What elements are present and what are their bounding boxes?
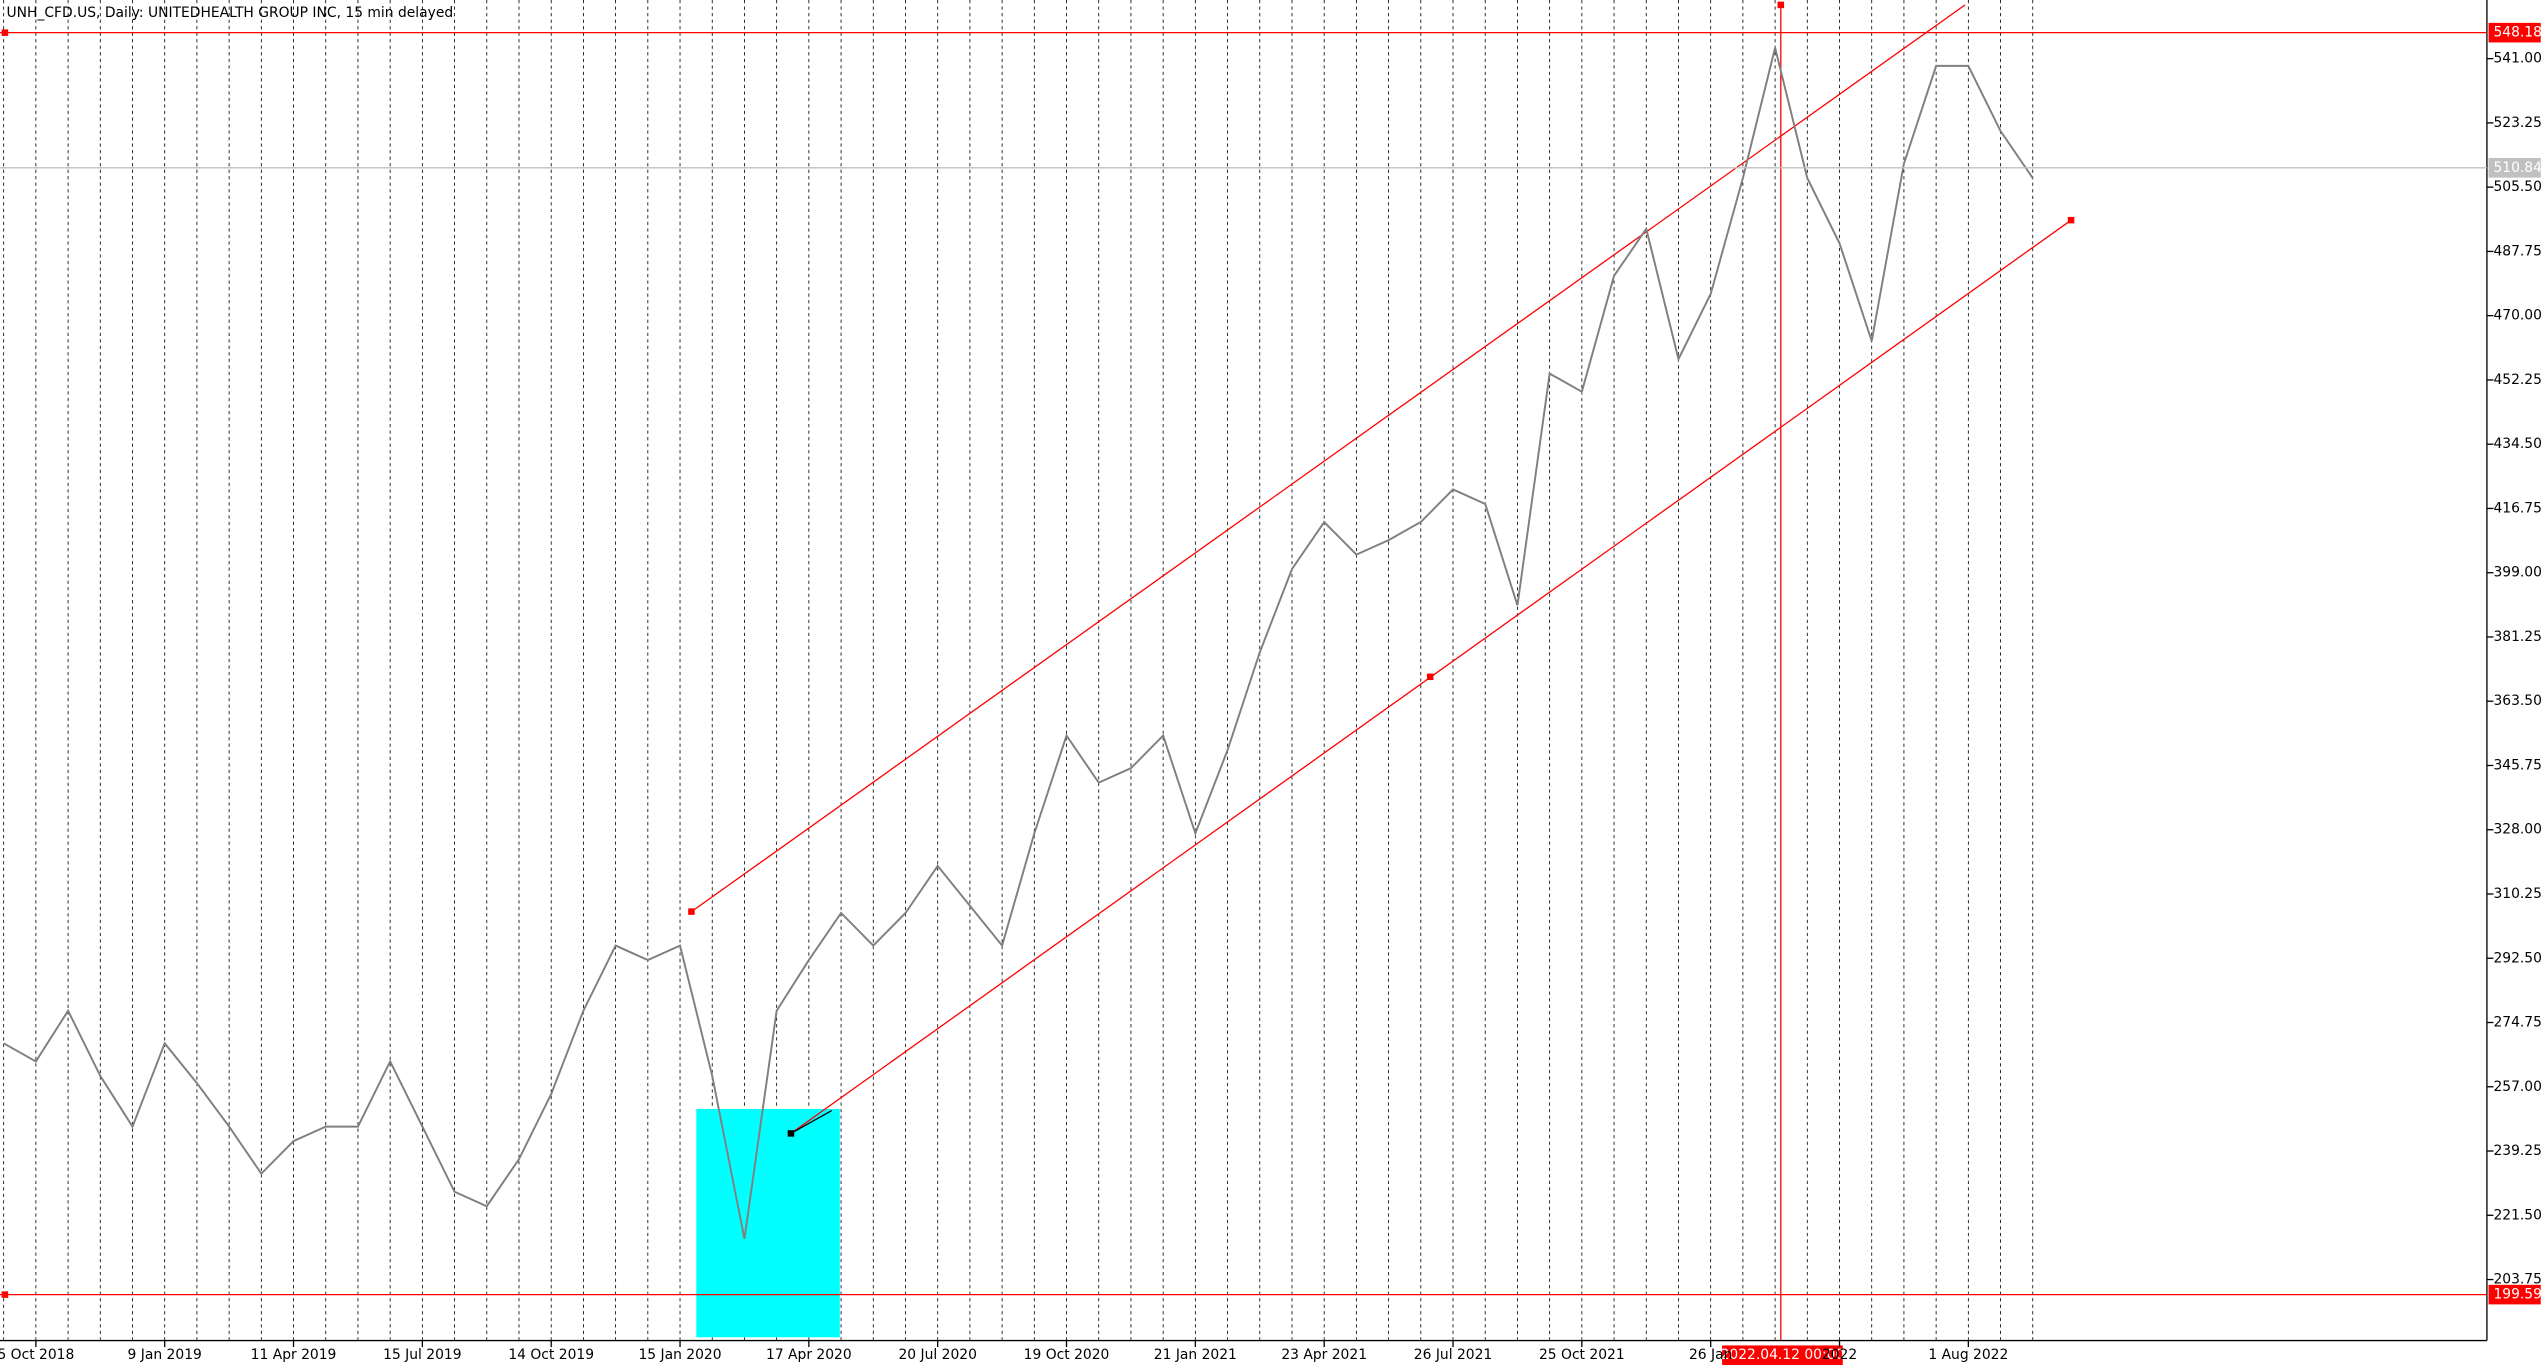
y-tick-label: 363.50 bbox=[2493, 693, 2541, 709]
y-tick-label: 274.75 bbox=[2493, 1015, 2541, 1031]
x-tick-label: 15 Jan 2020 bbox=[638, 1347, 721, 1363]
level-label-bg bbox=[2488, 22, 2541, 43]
last-price-label: 510.84 bbox=[2493, 160, 2542, 176]
x-tick-label: 26 Jan bbox=[1689, 1347, 1732, 1363]
y-tick-label: 292.50 bbox=[2493, 950, 2541, 966]
anchor bbox=[688, 908, 695, 915]
x-tick-label: 2022 bbox=[1822, 1347, 1857, 1363]
level-label: 548.18 bbox=[2493, 25, 2541, 41]
vline-label-bg bbox=[1722, 1345, 1843, 1365]
x-tick-label: 14 Oct 2019 bbox=[508, 1347, 594, 1363]
x-tick-label: 19 Oct 2020 bbox=[1024, 1347, 1110, 1363]
series-group bbox=[3, 47, 2034, 1240]
y-tick-label: 523.25 bbox=[2493, 115, 2541, 131]
level-label-bg bbox=[2488, 1284, 2541, 1305]
y-tick-label: 345.75 bbox=[2493, 757, 2541, 773]
y-tick-label: 328.00 bbox=[2493, 822, 2541, 838]
x-tick-label: 5 Oct 2018 bbox=[0, 1347, 74, 1363]
y-tick-label: 399.00 bbox=[2493, 565, 2541, 581]
vline-label: 2022.04.12 00:00 bbox=[1721, 1347, 1845, 1363]
level-anchor bbox=[1, 1291, 9, 1298]
x-tick-label: 21 Jan 2021 bbox=[1154, 1347, 1237, 1363]
y-tick-label: 203.75 bbox=[2493, 1272, 2541, 1288]
y-tick-label: 381.25 bbox=[2493, 629, 2541, 645]
grid bbox=[3, 0, 2034, 1341]
channel-upper bbox=[691, 4, 1966, 913]
x-tick-label: 23 Apr 2021 bbox=[1281, 1347, 1367, 1363]
x-tick-label: 11 Apr 2019 bbox=[251, 1347, 337, 1363]
y-tick-label: 505.50 bbox=[2493, 179, 2541, 195]
level-anchor bbox=[1, 29, 9, 36]
chart-title: UNH_CFD.US, Daily: UNITEDHEALTH GROUP IN… bbox=[7, 5, 454, 21]
highlight-rect bbox=[696, 1108, 840, 1338]
x-tick-label: 20 Jul 2020 bbox=[898, 1347, 976, 1363]
anchor bbox=[2067, 216, 2075, 224]
anchor bbox=[1426, 673, 1434, 681]
y-tick-label: 470.00 bbox=[2493, 308, 2541, 324]
y-tick-label: 310.25 bbox=[2493, 886, 2541, 902]
x-tick-label: 26 Jul 2021 bbox=[1414, 1347, 1492, 1363]
y-tick-label: 434.50 bbox=[2493, 436, 2541, 452]
anchor bbox=[787, 1130, 795, 1137]
x-tick-label: 17 Apr 2020 bbox=[766, 1347, 852, 1363]
level-label: 199.59 bbox=[2493, 1287, 2541, 1303]
x-tick-label: 15 Jul 2019 bbox=[383, 1347, 461, 1363]
y-tick-label: 452.25 bbox=[2493, 372, 2541, 388]
y-tick-label: 257.00 bbox=[2493, 1079, 2541, 1095]
y-tick-label: 239.25 bbox=[2493, 1143, 2541, 1159]
y-tick-label: 487.75 bbox=[2493, 243, 2541, 259]
y-tick-label: 416.75 bbox=[2493, 500, 2541, 516]
x-tick-label: 1 Aug 2022 bbox=[1928, 1347, 2008, 1363]
price-line bbox=[3, 47, 2034, 1240]
x-tick-label: 25 Oct 2021 bbox=[1539, 1347, 1625, 1363]
channel-handle bbox=[790, 1110, 833, 1134]
last-price-bg bbox=[2488, 158, 2541, 178]
x-tick-label: 9 Jan 2019 bbox=[128, 1347, 202, 1363]
y-tick-label: 221.50 bbox=[2493, 1207, 2541, 1223]
anchor bbox=[1777, 1, 1785, 9]
y-tick-label: 541.00 bbox=[2493, 51, 2541, 67]
